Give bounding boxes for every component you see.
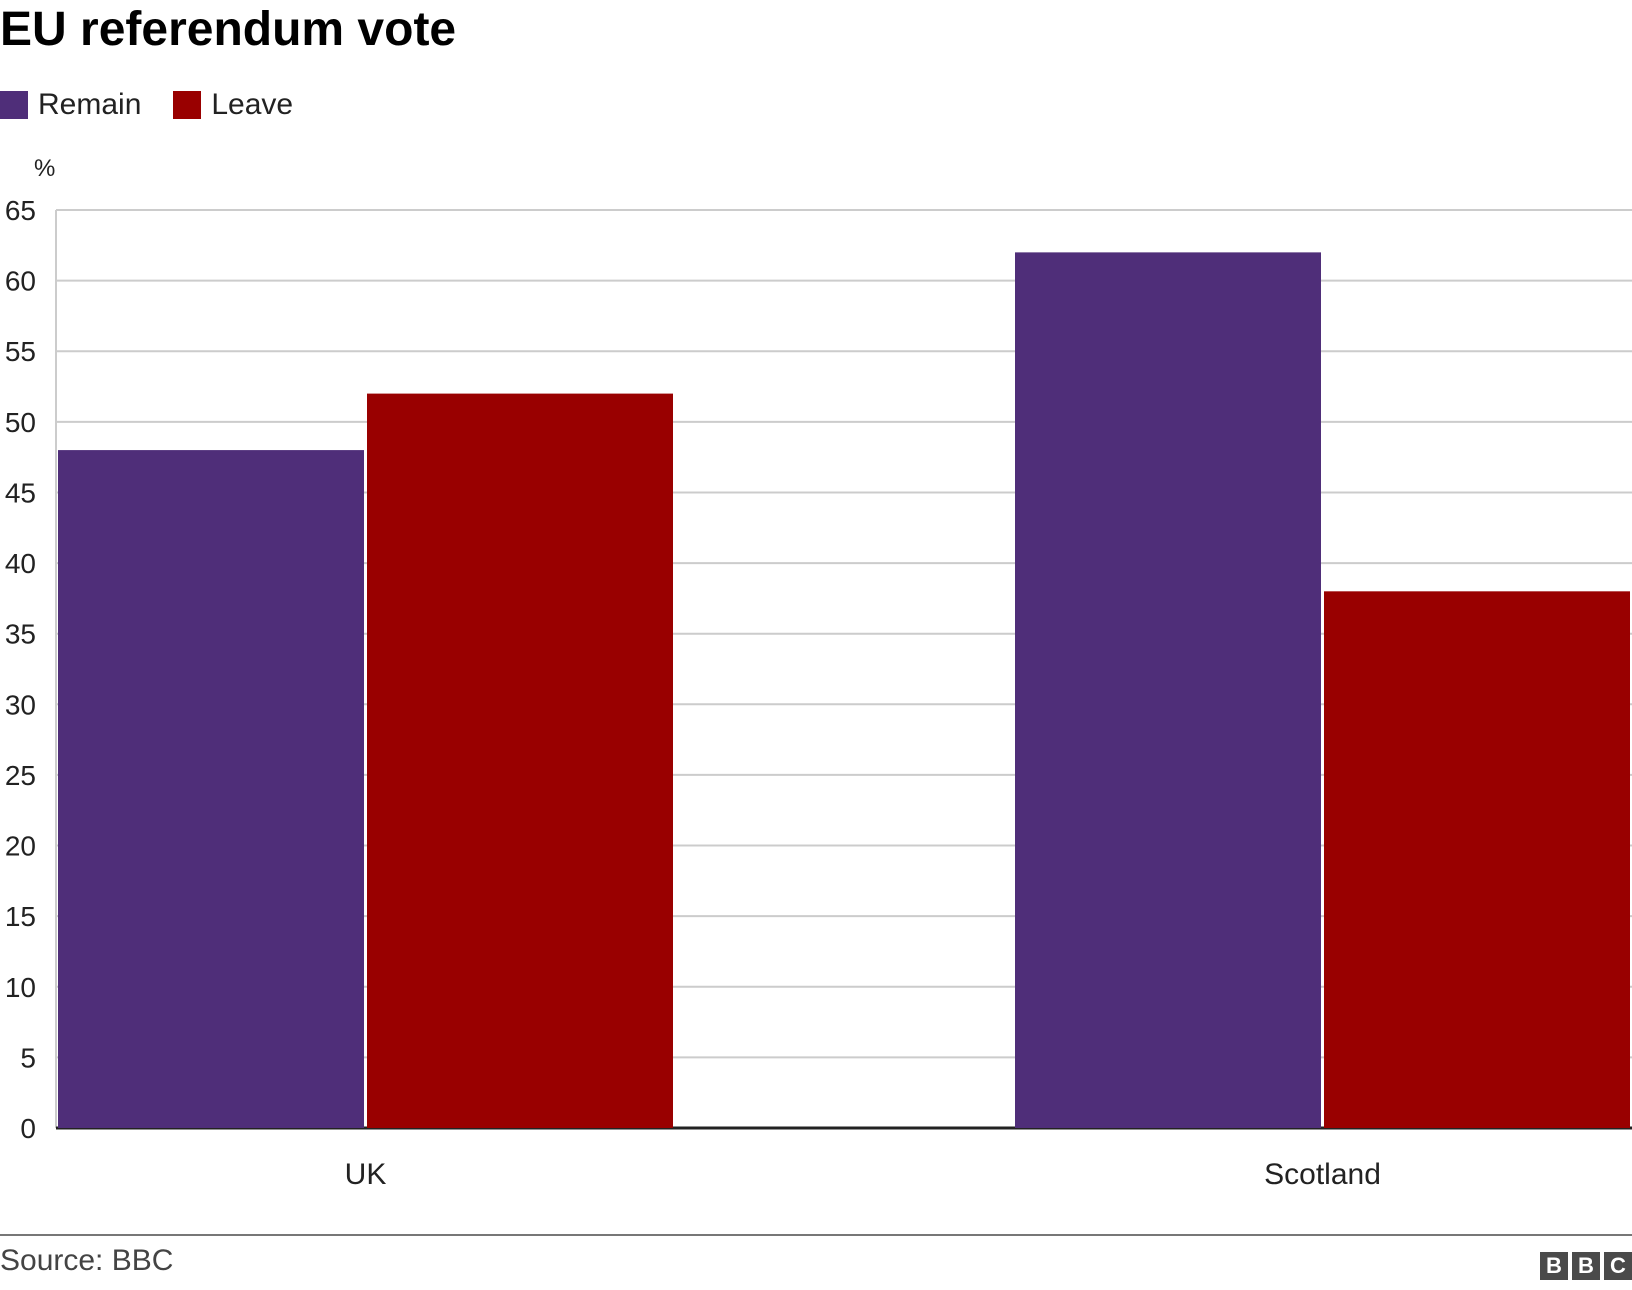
y-tick-label: 25	[5, 760, 36, 791]
y-tick-label: 30	[5, 689, 36, 720]
y-tick-label: 45	[5, 477, 36, 508]
legend-label-remain: Remain	[38, 88, 142, 121]
bbc-logo-letter: C	[1604, 1252, 1632, 1280]
y-tick-label: 10	[5, 972, 36, 1003]
y-tick-label: 40	[5, 548, 36, 579]
y-tick-label: 20	[5, 831, 36, 862]
bar-leave-scotland	[1324, 591, 1630, 1128]
bbc-logo-letter: B	[1540, 1252, 1568, 1280]
bar-remain-uk	[58, 450, 364, 1129]
y-axis-ticks: 0 5 10 15 20 25 30 35 40 45 50 55 60 65	[5, 195, 36, 1144]
y-axis-unit-label: %	[34, 155, 55, 182]
bbc-logo: B B C	[1540, 1252, 1632, 1280]
y-tick-label: 5	[20, 1042, 36, 1073]
x-tick-label: Scotland	[1264, 1158, 1381, 1191]
legend-swatch-remain	[0, 91, 28, 119]
bar-remain-scotland	[1015, 252, 1321, 1128]
source-note: Source: BBC	[0, 1244, 174, 1277]
chart-title: EU referendum vote	[0, 3, 457, 56]
legend: Remain Leave	[0, 88, 325, 122]
y-tick-label: 35	[5, 619, 36, 650]
legend-item-leave: Leave	[173, 88, 293, 122]
y-tick-label: 15	[5, 901, 36, 932]
x-tick-label: UK	[345, 1158, 387, 1191]
bbc-logo-letter: B	[1572, 1252, 1600, 1280]
bars	[58, 252, 1630, 1129]
y-tick-label: 55	[5, 336, 36, 367]
legend-swatch-leave	[173, 91, 202, 119]
bar-leave-uk	[367, 393, 673, 1129]
y-tick-label: 65	[5, 195, 36, 226]
legend-label-leave: Leave	[211, 88, 294, 121]
legend-item-remain: Remain	[0, 88, 141, 122]
y-tick-label: 0	[20, 1113, 36, 1144]
footer-divider	[0, 1234, 1632, 1236]
x-axis-ticks: UK Scotland	[345, 1158, 1381, 1191]
y-tick-label: 60	[5, 266, 36, 297]
y-tick-label: 50	[5, 407, 36, 438]
